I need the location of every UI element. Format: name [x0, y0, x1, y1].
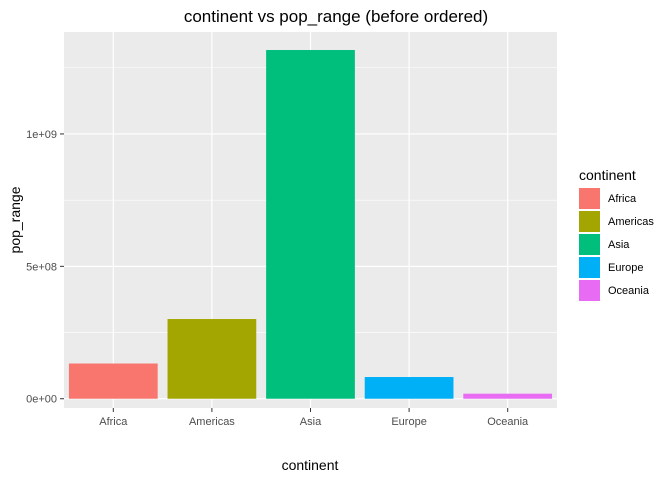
x-tick-label: Europe	[391, 416, 426, 428]
bars	[68, 50, 553, 399]
x-tick-label: Americas	[189, 416, 235, 428]
bar-americas	[167, 319, 257, 399]
y-axis-label: pop_range	[7, 186, 23, 253]
legend-label: Americas	[608, 216, 654, 228]
legend-label: Europe	[608, 262, 643, 274]
x-axis-label: continent	[282, 457, 339, 473]
x-tick-label: Africa	[99, 416, 128, 428]
legend-label: Oceania	[608, 285, 650, 297]
legend-label: Africa	[608, 193, 637, 205]
legend-swatch-americas	[579, 211, 600, 232]
legend-items: Africa Americas Asia Europe Oceania	[579, 188, 654, 301]
bar-oceania	[463, 393, 553, 399]
bar-africa	[68, 363, 158, 399]
bar-asia	[266, 50, 355, 399]
x-tick-label: Oceania	[487, 416, 529, 428]
y-axis-ticks: 0e+00 5e+08 1e+09	[26, 129, 64, 406]
legend: continent Africa Americas Asia Europe Oceani…	[579, 167, 654, 301]
legend-label: Asia	[608, 239, 630, 251]
y-tick-label: 1e+09	[26, 129, 57, 141]
y-tick-label: 5e+08	[26, 261, 57, 273]
x-tick-label: Asia	[300, 416, 322, 428]
legend-swatch-africa	[579, 188, 600, 209]
legend-swatch-europe	[579, 257, 600, 278]
legend-swatch-asia	[579, 234, 600, 255]
bar-europe	[364, 377, 454, 399]
y-tick-label: 0e+00	[26, 394, 57, 406]
x-axis-ticks: Africa Americas Asia Europe Oceania	[99, 408, 529, 428]
legend-swatch-oceania	[579, 280, 600, 301]
chart-title: continent vs pop_range (before ordered)	[184, 7, 488, 26]
legend-title: continent	[579, 167, 636, 183]
